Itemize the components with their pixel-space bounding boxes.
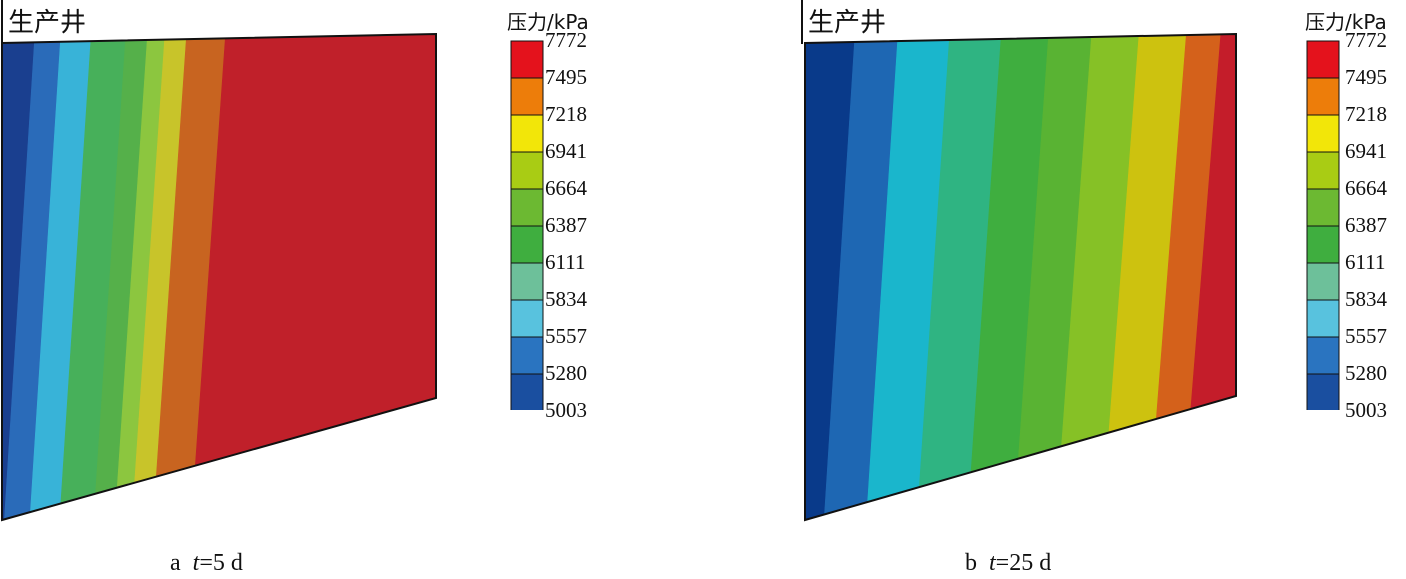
caption-value: =25 d <box>995 550 1052 576</box>
panel-b: 生产井 压力/kPa 7772 7495 7218 6941 6664 6387 6111 5… <box>800 0 1406 579</box>
legend-swatch <box>510 40 544 79</box>
color-legend <box>510 40 544 410</box>
legend-swatch <box>510 225 544 264</box>
legend-tick-label: 7772 <box>1345 28 1387 52</box>
legend-tick-label: 5557 <box>545 324 587 348</box>
panel-a: 生产井 压力/kPa 7772 7495 7218 6941 6664 6387 6111 5… <box>0 0 700 579</box>
legend-title: 压力/kPa <box>507 10 589 34</box>
legend-swatch <box>510 299 544 338</box>
legend-swatch <box>1306 225 1340 264</box>
legend-swatch <box>510 336 544 375</box>
pressure-band <box>194 33 437 467</box>
legend-title: 压力/kPa <box>1305 10 1387 34</box>
legend-tick-label: 5003 <box>1345 398 1387 422</box>
legend-swatch <box>1306 114 1340 153</box>
legend-swatch <box>1306 373 1340 410</box>
legend-swatch <box>510 151 544 190</box>
caption-letter: a <box>170 550 181 576</box>
caption-variable: t <box>989 550 996 576</box>
legend-tick-label: 7772 <box>545 28 587 52</box>
legend-swatch <box>1306 40 1340 79</box>
domain-outline <box>804 32 1237 522</box>
legend-tick-label: 5280 <box>545 361 587 385</box>
legend-swatch <box>510 77 544 116</box>
legend-tick-label: 6111 <box>545 250 586 274</box>
legend-tick-label: 5280 <box>1345 361 1387 385</box>
legend-tick-label: 7495 <box>1345 65 1387 89</box>
production-well-label: 生产井 <box>808 8 887 38</box>
legend-swatch <box>1306 299 1340 338</box>
legend-tick-label: 7218 <box>1345 102 1387 126</box>
legend-tick-label: 6387 <box>1345 213 1387 237</box>
legend-tick-label: 5834 <box>1345 287 1387 311</box>
legend-swatch <box>510 373 544 410</box>
legend-swatch <box>510 114 544 153</box>
legend-swatch <box>1306 188 1340 227</box>
legend-swatch <box>510 188 544 227</box>
caption-letter: b <box>965 550 977 576</box>
pressure-contour-map <box>1 0 437 522</box>
legend-tick-label: 7218 <box>545 102 587 126</box>
legend-tick-label: 6111 <box>1345 250 1386 274</box>
legend-tick-label: 5003 <box>545 398 587 422</box>
legend-tick-label: 5557 <box>1345 324 1387 348</box>
legend-swatch <box>510 262 544 301</box>
caption-variable: t <box>192 550 200 576</box>
caption-a: a t=5 d <box>170 550 243 577</box>
legend-swatch <box>1306 151 1340 190</box>
legend-tick-label: 6941 <box>545 139 587 163</box>
production-well-label: 生产井 <box>8 8 87 38</box>
color-legend <box>1306 40 1340 410</box>
domain-outline <box>1 32 437 522</box>
caption-b: b t=25 d <box>965 550 1051 577</box>
legend-tick-label: 6941 <box>1345 139 1387 163</box>
legend-swatch <box>1306 336 1340 375</box>
legend-swatch <box>1306 262 1340 301</box>
pressure-contour-map <box>801 0 1237 522</box>
legend-tick-label: 7495 <box>545 65 587 89</box>
legend-tick-label: 6387 <box>545 213 587 237</box>
legend-tick-label: 6664 <box>545 176 587 200</box>
caption-value: =5 d <box>199 550 243 576</box>
legend-tick-label: 5834 <box>545 287 587 311</box>
legend-tick-label: 6664 <box>1345 176 1387 200</box>
legend-swatch <box>1306 77 1340 116</box>
